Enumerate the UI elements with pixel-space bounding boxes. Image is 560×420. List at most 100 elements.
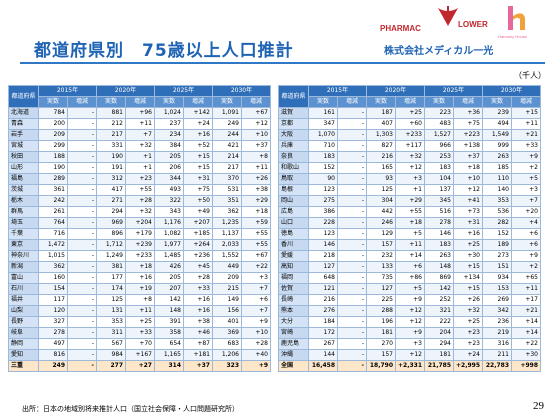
value-cell: 2,033 xyxy=(212,239,242,251)
value-cell: 131 xyxy=(96,305,126,317)
value-cell: +70 xyxy=(125,338,155,350)
value-cell: - xyxy=(337,162,367,174)
value-cell: +18 xyxy=(395,217,425,229)
region-cell: 東京 xyxy=(8,239,39,251)
value-cell: - xyxy=(337,217,367,229)
value-cell: 276 xyxy=(308,305,338,317)
value-cell: +11 xyxy=(241,162,271,174)
region-cell: 石川 xyxy=(8,283,39,295)
value-cell: +16 xyxy=(183,129,213,141)
value-cell: +86 xyxy=(395,272,425,284)
table-row: 青森 200-212 +11 237 +24 249 +12 xyxy=(8,118,271,130)
value-cell: +11 xyxy=(125,118,155,130)
value-cell: 196 xyxy=(366,316,396,328)
value-cell: 253 xyxy=(424,151,454,163)
value-cell: +37 xyxy=(241,140,271,152)
value-cell: 127 xyxy=(366,283,396,295)
header-cell: 実数 xyxy=(154,96,184,108)
value-cell: +15 xyxy=(453,283,483,295)
value-cell: 358 xyxy=(154,327,184,339)
value-cell: 999 xyxy=(482,140,512,152)
value-cell: +2,995 xyxy=(453,360,483,372)
value-cell: +33 xyxy=(183,283,213,295)
value-cell: 345 xyxy=(424,195,454,207)
value-cell: +3 xyxy=(241,272,271,284)
value-cell: - xyxy=(337,239,367,251)
data-table: 都道府県 2015年 2020年 2025年 2030年 実数 増減 実数 増減 実数 増減 実数 増減… xyxy=(8,85,271,372)
value-cell: 282 xyxy=(482,217,512,229)
value-cell: 223 xyxy=(424,107,454,119)
value-cell: 536 xyxy=(482,206,512,218)
value-cell: 343 xyxy=(154,206,184,218)
value-cell: +55 xyxy=(241,228,271,240)
value-cell: +12 xyxy=(241,118,271,130)
value-cell: +32 xyxy=(395,151,425,163)
value-cell: +32 xyxy=(125,206,155,218)
value-cell: 347 xyxy=(308,118,338,130)
value-cell: +52 xyxy=(183,140,213,152)
value-cell: 123 xyxy=(308,184,338,196)
table-row: 佐賀 121-127 +5 142 +15 153 +11 xyxy=(278,283,541,295)
region-cell: 三重 xyxy=(8,360,39,372)
value-cell: +1 xyxy=(125,151,155,163)
region-cell: 新潟 xyxy=(8,261,39,273)
value-cell: - xyxy=(67,151,97,163)
value-cell: 152 xyxy=(482,228,512,240)
table-row: 新潟 362-381 +18 426 +45 449 +22 xyxy=(8,261,271,273)
value-cell: 710 xyxy=(308,140,338,152)
region-cell: 青森 xyxy=(8,118,39,130)
value-cell: +12 xyxy=(395,162,425,174)
value-cell: +26 xyxy=(453,294,483,306)
value-cell: - xyxy=(67,129,97,141)
value-cell: 531 xyxy=(212,184,242,196)
region-cell: 富山 xyxy=(8,272,39,284)
value-cell: 144 xyxy=(308,349,338,361)
value-cell: - xyxy=(67,140,97,152)
value-cell: 142 xyxy=(424,283,454,295)
table-row: 大阪 1,070-1,303 +233 1,527 +223 1,549 +21 xyxy=(278,129,541,141)
value-cell: +18 xyxy=(241,206,271,218)
unit: （千人） xyxy=(514,71,546,80)
value-cell: 146 xyxy=(424,228,454,240)
value-cell: 214 xyxy=(212,151,242,163)
value-cell: 442 xyxy=(366,206,396,218)
value-cell: +22 xyxy=(241,261,271,273)
value-cell: +233 xyxy=(395,129,425,141)
header-row: 都道府県 2015年 2020年 2025年 2030年 xyxy=(278,85,541,108)
value-cell: +33 xyxy=(511,140,541,152)
value-cell: +60 xyxy=(395,118,425,130)
value-cell: 218 xyxy=(308,250,338,262)
value-cell: +23 xyxy=(453,338,483,350)
value-cell: - xyxy=(337,360,367,372)
value-cell: +27 xyxy=(125,360,155,372)
table-row: 神奈川 1,015-1,249 +233 1,485 +236 1,552 +67 xyxy=(8,250,271,262)
region-cell: 福岡 xyxy=(278,272,309,284)
table-row: 静岡 497-567 +70 654 +87 683 +28 xyxy=(8,338,271,350)
value-cell: 362 xyxy=(212,206,242,218)
value-cell: +25 xyxy=(395,107,425,119)
table-row: 全国 16,458-18,790 +2,331 21,785 +2,995 22,783 +… xyxy=(278,360,541,372)
value-cell: +167 xyxy=(125,349,155,361)
value-cell: +1 xyxy=(125,162,155,174)
value-cell: +23 xyxy=(125,173,155,185)
value-cell: +28 xyxy=(241,338,271,350)
header-row: 都道府県 2015年 2020年 2025年 2030年 xyxy=(8,85,271,108)
value-cell: - xyxy=(337,316,367,328)
value-cell: +7 xyxy=(241,283,271,295)
header-cell: 実数 xyxy=(38,96,68,108)
table-row: 山口 228-246 +18 278 +31 282 +4 xyxy=(278,217,541,229)
header-cell: 都道府県 xyxy=(278,85,309,108)
header-cell: 増減 xyxy=(241,96,271,108)
value-cell: +17 xyxy=(511,294,541,306)
value-cell: +30 xyxy=(453,250,483,262)
value-cell: 1,206 xyxy=(212,349,242,361)
value-cell: 401 xyxy=(212,316,242,328)
value-cell: 984 xyxy=(96,349,126,361)
value-cell: +50 xyxy=(183,195,213,207)
value-cell: 133 xyxy=(366,261,396,273)
value-cell: 353 xyxy=(482,195,512,207)
header-cell: 増減 xyxy=(453,96,483,108)
value-cell: 567 xyxy=(96,338,126,350)
value-cell: 156 xyxy=(212,305,242,317)
region-cell: 愛媛 xyxy=(278,250,309,262)
